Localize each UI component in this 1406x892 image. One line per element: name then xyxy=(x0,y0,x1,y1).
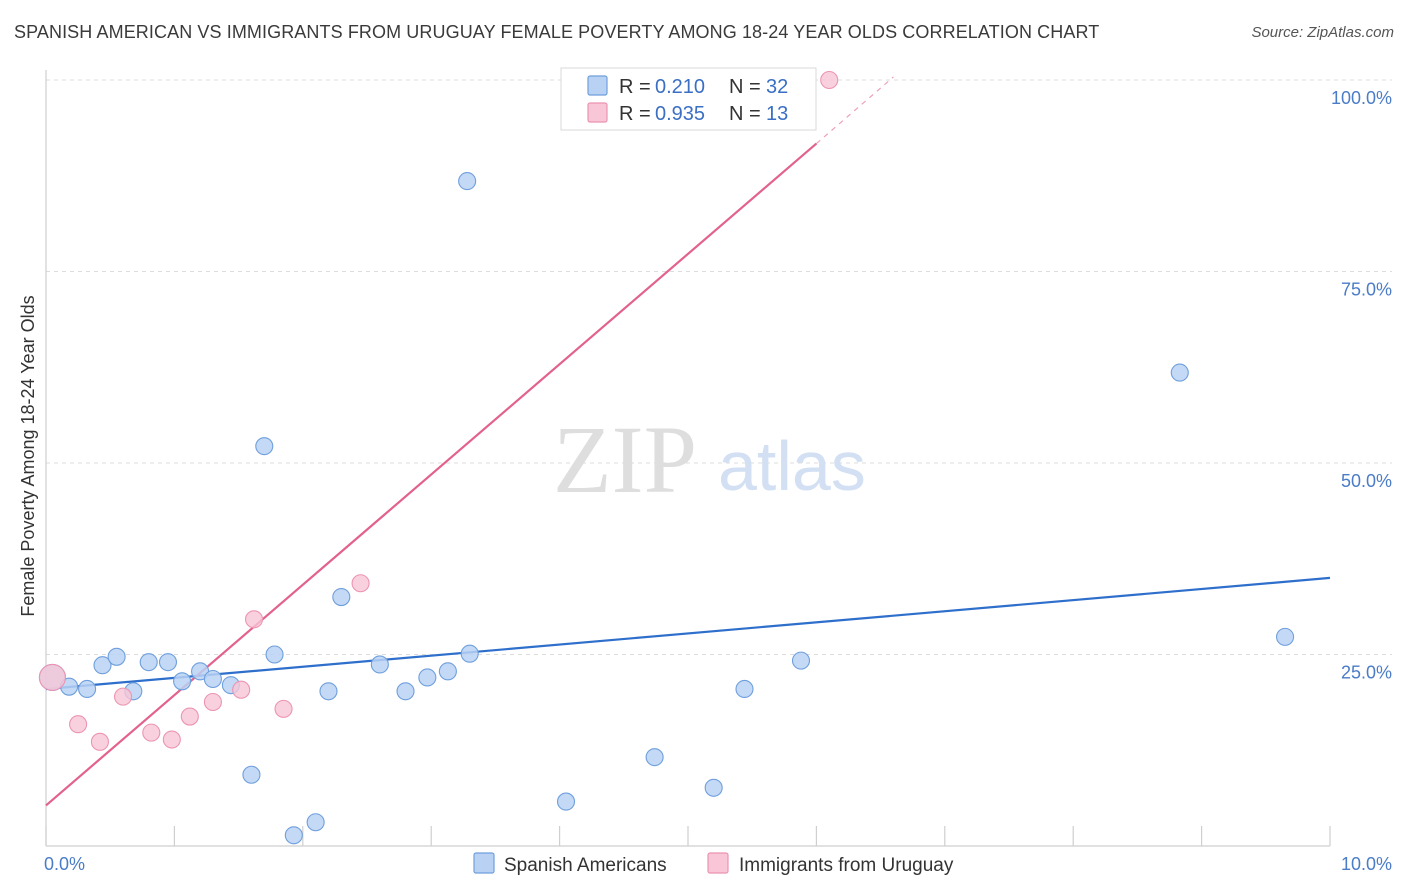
point-spanish-3 xyxy=(93,656,112,675)
point-spanish-13 xyxy=(255,437,274,456)
legend-r-value-1: 0.210 xyxy=(655,76,705,98)
point-spanish-17 xyxy=(319,682,338,701)
point-uruguay-6 xyxy=(180,707,199,726)
point-spanish-12 xyxy=(242,765,261,784)
point-uruguay-7 xyxy=(203,692,222,712)
bottom-legend-label-spanish: Spanish Americans xyxy=(504,855,667,876)
legend-n-value-1: 32 xyxy=(766,76,788,98)
point-spanish-10 xyxy=(203,669,222,689)
point-uruguay-0 xyxy=(38,663,66,692)
bottom-legend-swatch-pink xyxy=(707,852,729,874)
point-spanish-25 xyxy=(556,792,576,811)
y-tick-label-0: 25.0% xyxy=(1341,663,1392,683)
point-spanish-24 xyxy=(458,172,477,191)
point-spanish-28 xyxy=(735,679,754,699)
point-spanish-7 xyxy=(158,653,178,672)
legend-swatch-pink xyxy=(587,102,608,123)
point-spanish-14 xyxy=(265,645,284,664)
point-spanish-31 xyxy=(1276,627,1295,646)
x-tick-labels: 0.0% 10.0% xyxy=(44,854,1392,874)
bottom-legend: Spanish Americans Immigrants from Urugua… xyxy=(473,852,954,876)
point-spanish-2 xyxy=(78,679,97,699)
point-spanish-8 xyxy=(173,672,192,691)
point-spanish-19 xyxy=(370,655,389,674)
legend-n-label-1: N = xyxy=(729,76,761,98)
point-spanish-23 xyxy=(460,644,479,663)
trend-lines xyxy=(45,76,1331,807)
y-axis-label: Female Poverty Among 18-24 Year Olds xyxy=(18,295,38,616)
source-label: Source: ZipAtlas.com xyxy=(1251,24,1394,41)
point-uruguay-4 xyxy=(142,723,161,742)
point-spanish-27 xyxy=(704,778,723,797)
legend-n-label-2: N = xyxy=(729,103,761,125)
legend-box: R = 0.210 N = 32 R = 0.935 N = 13 xyxy=(560,67,817,131)
trend-line-spanish-americans xyxy=(45,576,1331,691)
chart-title: SPANISH AMERICAN VS IMMIGRANTS FROM URUG… xyxy=(14,22,1100,42)
legend-swatch-blue xyxy=(587,75,608,96)
watermark-zip: ZIP xyxy=(553,406,697,513)
point-spanish-21 xyxy=(418,668,437,687)
point-uruguay-1 xyxy=(69,715,88,734)
y-tick-labels: 25.0% 50.0% 75.0% 100.0% xyxy=(1331,88,1392,683)
legend-n-value-2: 13 xyxy=(766,103,788,125)
bottom-legend-swatch-blue xyxy=(473,852,495,874)
point-spanish-29 xyxy=(791,651,811,670)
axes xyxy=(45,70,1331,847)
gridlines xyxy=(46,79,1392,655)
y-tick-label-1: 50.0% xyxy=(1341,471,1392,491)
point-spanish-22 xyxy=(438,662,457,681)
data-points xyxy=(38,70,1295,845)
trend-extension-uruguay xyxy=(816,76,894,145)
point-uruguay-12 xyxy=(820,70,839,90)
x-tick-label-0: 0.0% xyxy=(44,854,85,874)
legend-r-value-2: 0.935 xyxy=(655,103,705,125)
point-spanish-30 xyxy=(1170,363,1189,382)
x-tick-label-1: 10.0% xyxy=(1341,854,1392,874)
trend-line-uruguay xyxy=(45,142,818,807)
point-uruguay-5 xyxy=(162,730,181,749)
point-uruguay-9 xyxy=(244,610,264,629)
point-spanish-18 xyxy=(332,587,351,607)
legend-r-label-2: R = xyxy=(619,103,651,125)
point-spanish-26 xyxy=(645,748,664,767)
point-spanish-20 xyxy=(396,682,415,701)
point-uruguay-3 xyxy=(113,687,133,706)
point-spanish-15 xyxy=(284,826,303,845)
point-uruguay-10 xyxy=(274,699,293,718)
point-uruguay-2 xyxy=(90,732,109,751)
point-spanish-6 xyxy=(139,653,158,672)
y-tick-label-3: 100.0% xyxy=(1331,88,1392,108)
point-spanish-4 xyxy=(107,647,126,666)
bottom-legend-label-uruguay: Immigrants from Uruguay xyxy=(739,855,954,876)
legend-r-label-1: R = xyxy=(619,76,651,98)
point-uruguay-11 xyxy=(351,574,370,593)
y-tick-label-2: 75.0% xyxy=(1341,280,1392,300)
watermark-atlas: atlas xyxy=(718,427,866,505)
point-uruguay-8 xyxy=(232,680,251,699)
point-spanish-16 xyxy=(306,813,325,832)
